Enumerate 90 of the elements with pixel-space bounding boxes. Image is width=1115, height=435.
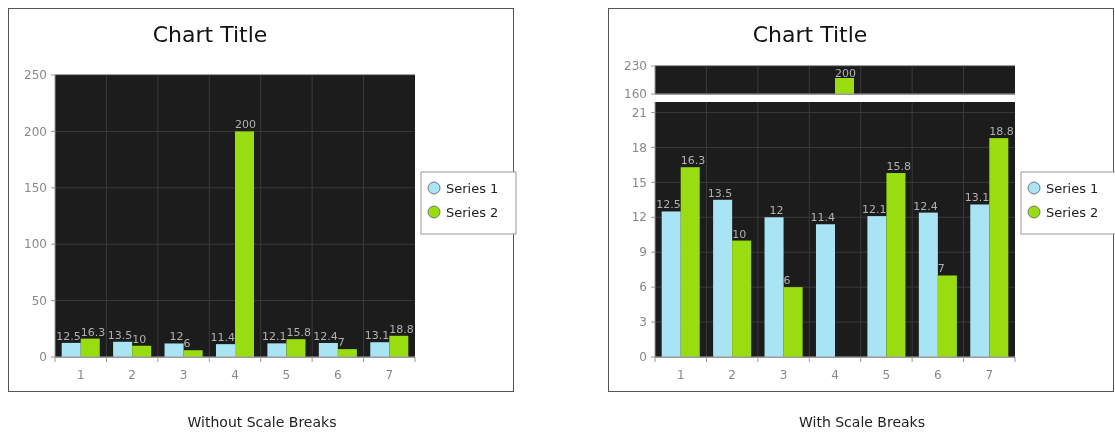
data-label: 10 — [132, 332, 147, 346]
bar — [389, 335, 409, 357]
x-tick-label: 2 — [728, 368, 736, 382]
data-label: 15.8 — [886, 160, 911, 174]
data-label: 12.4 — [313, 330, 338, 344]
bar — [661, 211, 681, 357]
bar — [680, 167, 700, 357]
data-label: 13.1 — [364, 329, 390, 343]
bar — [267, 343, 287, 357]
bar — [113, 341, 133, 357]
bar — [970, 204, 990, 357]
legend-label: Series 1 — [1046, 180, 1099, 196]
x-tick-label: 2 — [128, 368, 136, 382]
data-label: 13.5 — [107, 328, 133, 342]
x-tick-label: 6 — [934, 368, 942, 382]
data-label: 7 — [937, 262, 945, 276]
x-tick-label: 3 — [179, 368, 188, 382]
data-label: 13.5 — [707, 186, 733, 200]
data-label: 16.3 — [80, 325, 106, 339]
x-tick-label: 1 — [76, 368, 85, 382]
x-tick-label: 4 — [231, 368, 239, 382]
data-label: 200 — [835, 67, 856, 80]
y-tick-label: 160 — [624, 87, 647, 102]
legend-label: Series 2 — [446, 204, 499, 220]
data-label: 10 — [732, 227, 747, 241]
y-tick-label: 250 — [24, 68, 47, 83]
y-tick-label: 0 — [639, 350, 647, 365]
y-tick-label: 6 — [639, 280, 647, 295]
y-tick-label: 18 — [631, 140, 647, 155]
data-label: 12.5 — [656, 198, 681, 212]
bar — [886, 173, 906, 357]
data-label: 12.4 — [913, 199, 938, 213]
bar — [164, 343, 184, 357]
data-label: 11.4 — [810, 211, 835, 225]
data-label: 16.3 — [680, 154, 706, 168]
data-label: 12.1 — [261, 330, 287, 344]
text: Without Scale Breaks — [187, 414, 337, 430]
bar — [370, 342, 390, 357]
data-label: 6 — [783, 274, 791, 288]
y-tick-label: 21 — [631, 105, 647, 120]
y-tick-label: 3 — [639, 315, 647, 330]
bar — [918, 212, 938, 357]
data-label: 12.1 — [861, 203, 887, 217]
y-tick-label: 150 — [24, 181, 47, 195]
y-tick-label: 12 — [631, 210, 647, 225]
x-tick-label: 4 — [831, 368, 839, 382]
bar — [318, 343, 338, 357]
bar — [713, 199, 733, 357]
x-tick-label: 6 — [334, 368, 342, 382]
bar — [764, 217, 784, 357]
text: With Scale Breaks — [799, 414, 925, 430]
x-tick-label: 3 — [779, 368, 788, 382]
legend-label: Series 2 — [1046, 204, 1099, 220]
data-label: 15.8 — [286, 326, 311, 340]
data-label: 7 — [337, 336, 345, 350]
y-tick-label: 200 — [24, 124, 47, 139]
data-label: 12 — [769, 204, 784, 218]
data-label: 12 — [169, 330, 184, 344]
bar — [867, 216, 887, 357]
x-tick-label: 7 — [985, 368, 994, 382]
x-tick-label: 5 — [882, 368, 891, 382]
y-tick-label: 100 — [24, 237, 47, 252]
x-tick-label: 5 — [282, 368, 291, 382]
x-tick-label: 7 — [385, 368, 394, 382]
data-label: 18.8 — [389, 322, 414, 336]
bar — [937, 275, 957, 357]
bar — [235, 131, 255, 357]
y-tick-label: 230 — [624, 59, 647, 74]
chart-title: Chart Title — [752, 22, 868, 47]
data-label: 18.8 — [989, 125, 1014, 139]
bar — [215, 344, 235, 357]
y-tick-label: 0 — [39, 350, 47, 365]
y-tick-label: 9 — [639, 245, 647, 260]
y-tick-label: 50 — [31, 293, 47, 308]
bar — [732, 240, 752, 357]
data-label: 13.1 — [964, 191, 990, 205]
bar — [61, 342, 81, 357]
chart-title: Chart Title — [152, 22, 268, 47]
bar — [80, 338, 100, 357]
data-label: 11.4 — [210, 331, 235, 345]
data-label: 6 — [183, 337, 191, 351]
bar — [286, 339, 306, 357]
bar — [783, 287, 803, 357]
data-label: 200 — [235, 118, 256, 132]
y-tick-label: 15 — [631, 175, 647, 190]
data-label: 12.5 — [56, 329, 81, 343]
x-tick-label: 1 — [676, 368, 685, 382]
bar — [815, 224, 835, 357]
bar — [989, 138, 1009, 357]
legend-label: Series 1 — [446, 180, 499, 196]
